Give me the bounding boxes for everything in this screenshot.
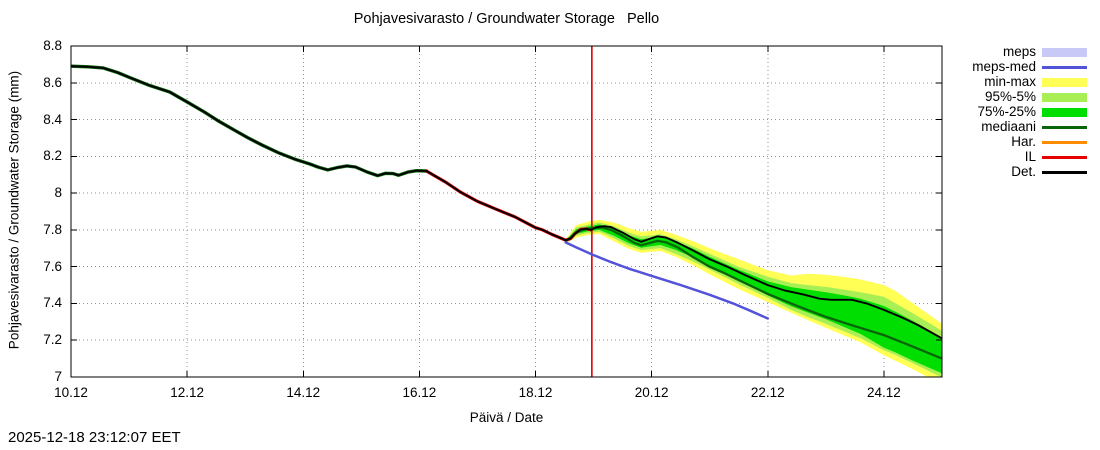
- legend-label-meps-med: meps-med: [972, 59, 1036, 74]
- series-mediaani-history: [71, 64, 429, 178]
- legend-swatch-95%-5%: [1042, 92, 1087, 102]
- legend-label-Det.: Det.: [1011, 164, 1036, 179]
- y-tick-label: 7.4: [43, 295, 62, 311]
- y-tick-label: 8.6: [43, 74, 62, 90]
- y-tick-label: 8.2: [43, 148, 62, 164]
- x-axis-label: Päivä / Date: [469, 410, 544, 425]
- legend-label-mediaani: mediaani: [981, 119, 1036, 134]
- x-tick-label: 24.12: [867, 385, 901, 400]
- timestamp: 2025-12-18 23:12:07 EET: [8, 429, 181, 446]
- y-tick-label: 8.8: [43, 38, 62, 53]
- series-Det: [71, 65, 942, 340]
- x-tick-label: 22.12: [750, 385, 785, 400]
- legend-swatch-min-max: [1042, 77, 1087, 87]
- x-tick-label: 16.12: [402, 385, 437, 400]
- legend-label-min-max: min-max: [984, 74, 1036, 89]
- legend-swatch-IL: [1042, 155, 1087, 159]
- x-tick-label: 18.12: [518, 385, 553, 400]
- band-95%-5%: [565, 222, 942, 377]
- legend-label-meps: meps: [1002, 44, 1036, 59]
- legend-swatch-Det.: [1042, 170, 1087, 174]
- legend-swatch-75%-25%: [1042, 107, 1087, 117]
- legend-label-95%-5%: 95%-5%: [984, 89, 1036, 104]
- x-tick-label: 20.12: [634, 385, 669, 400]
- legend-swatch-meps-med: [1042, 65, 1087, 69]
- legend-swatch-mediaani: [1042, 125, 1087, 129]
- y-tick-label: 8.4: [43, 111, 62, 127]
- y-tick-label: 7.2: [43, 332, 62, 348]
- legend-swatch-meps: [1042, 47, 1087, 57]
- y-tick-label: 7.6: [43, 258, 62, 274]
- plot-border: [70, 45, 943, 378]
- legend-label-IL: IL: [1024, 149, 1036, 164]
- chart-title: Pohjavesivarasto / Groundwater Storage P…: [353, 11, 660, 27]
- x-tick-label: 10.12: [54, 385, 88, 400]
- series-meps-med: [564, 241, 770, 320]
- legend-label-Har.: Har.: [1011, 134, 1036, 149]
- x-tick-label: 12.12: [170, 385, 205, 400]
- x-tick-label: 14.12: [286, 385, 321, 400]
- y-tick-label: 8: [54, 185, 62, 201]
- legend-label-75%-25%: 75%-25%: [977, 104, 1036, 119]
- legend-swatch-Har.: [1042, 140, 1087, 144]
- y-tick-label: 7: [54, 369, 62, 384]
- y-tick-label: 7.8: [43, 221, 62, 237]
